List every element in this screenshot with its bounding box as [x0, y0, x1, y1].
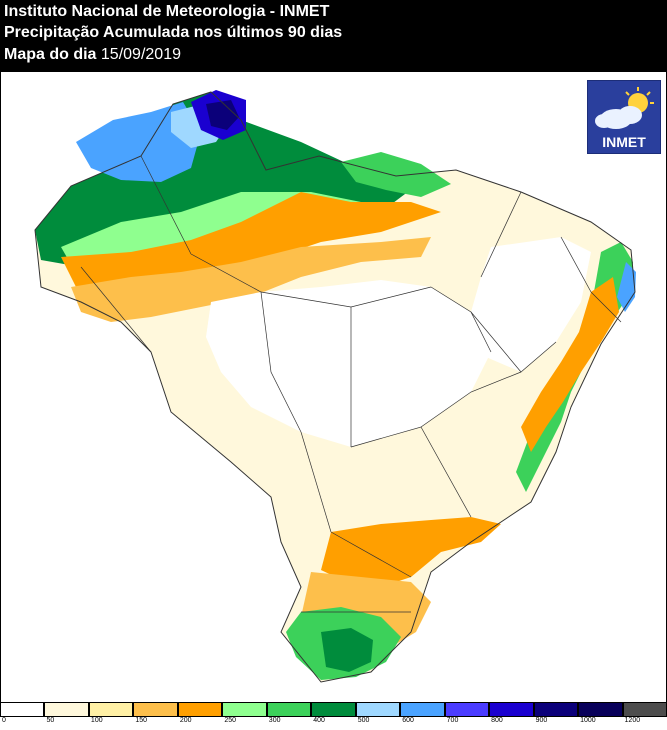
- northeast-coast-orange: [521, 277, 619, 452]
- legend-swatch: [0, 702, 45, 717]
- legend-swatch: [622, 702, 667, 717]
- sun-cloud-icon: [595, 87, 654, 129]
- legend-tick: 900: [535, 717, 548, 724]
- title-line-1: Instituto Nacional de Meteorologia - INM…: [4, 3, 330, 20]
- legend-swatch: [489, 702, 534, 717]
- brazil-map-svg: [34, 90, 636, 683]
- amapa-green: [341, 152, 451, 197]
- legend-tick: 0: [2, 717, 6, 724]
- title-line-2: Precipitação Acumulada nos últimos 90 di…: [4, 24, 343, 41]
- state-boundaries: [80, 155, 622, 613]
- south-darkgreen: [321, 628, 373, 672]
- legend-swatch: [355, 702, 401, 717]
- logo-text: INMET: [602, 134, 646, 150]
- legend-tick: 1000: [580, 717, 596, 724]
- legend-tick: 500: [357, 717, 370, 724]
- map-date-label: Mapa do dia: [4, 46, 97, 63]
- legend-swatch: [88, 702, 134, 717]
- north-blue-patch: [76, 102, 201, 182]
- center-white: [206, 280, 491, 447]
- legend-tick: 600: [402, 717, 414, 724]
- east-white: [471, 237, 591, 372]
- south-orange: [321, 517, 501, 587]
- header: Instituto Nacional de Meteorologia - INM…: [0, 0, 667, 72]
- legend-swatch: [44, 702, 89, 717]
- legend-tick: 150: [135, 717, 148, 724]
- legend-swatch: [400, 702, 445, 717]
- legend-swatch: [444, 702, 490, 717]
- legend-tick: 400: [313, 717, 325, 724]
- brazil-outline: [34, 91, 636, 683]
- legend-swatch: [266, 702, 312, 717]
- legend-tick: 1200: [624, 717, 641, 724]
- legend-swatch: [133, 702, 178, 717]
- legend-swatch: [311, 702, 356, 717]
- northeast-coast-blue: [617, 262, 636, 312]
- north-lightorange-band: [71, 237, 431, 322]
- precipitation-map: [0, 72, 667, 702]
- legend-tick: 100: [90, 717, 103, 724]
- legend-tick: 800: [491, 717, 503, 724]
- legend-tick: 50: [46, 717, 55, 724]
- legend-tick: 300: [268, 717, 281, 724]
- precipitation-legend: 0 50 100 150 200 250 300 400 500 600 700 800 900 1000…: [0, 702, 667, 730]
- legend-swatch: [533, 702, 579, 717]
- legend-tick: 250: [224, 717, 237, 724]
- legend-swatch: [222, 702, 267, 717]
- legend-tick: 700: [446, 717, 459, 724]
- title-line-3: Mapa do dia 15/09/2019: [4, 46, 181, 64]
- legend-swatch: [578, 702, 623, 717]
- map-date-value: 15/09/2019: [100, 46, 181, 63]
- legend-swatch: [177, 702, 223, 717]
- legend-tick: 200: [179, 717, 192, 724]
- north-deepblue-patch: [206, 100, 239, 130]
- inmet-logo: INMET: [587, 80, 661, 154]
